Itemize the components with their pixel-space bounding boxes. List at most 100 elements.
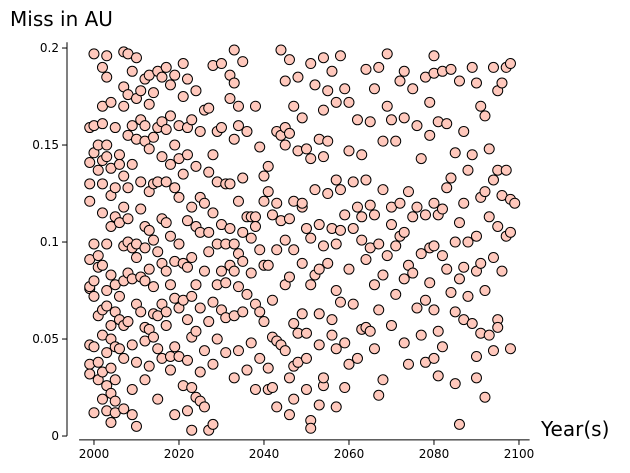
point	[300, 222, 312, 234]
point	[177, 91, 189, 103]
point	[398, 65, 410, 77]
point	[181, 261, 193, 273]
point	[186, 252, 198, 264]
point	[479, 110, 491, 122]
point	[453, 273, 465, 285]
point	[305, 232, 317, 244]
point	[237, 226, 249, 238]
point	[275, 44, 287, 56]
point	[368, 83, 380, 95]
point	[190, 279, 202, 291]
point	[173, 191, 185, 203]
point	[96, 393, 108, 405]
point	[470, 77, 482, 89]
point	[424, 96, 436, 108]
point	[470, 372, 482, 384]
point	[245, 337, 257, 349]
point	[169, 182, 181, 194]
point	[84, 195, 96, 207]
point	[453, 217, 465, 229]
point	[479, 186, 491, 198]
point	[296, 308, 308, 320]
point	[160, 265, 172, 277]
point	[164, 110, 176, 122]
point	[198, 345, 210, 357]
point	[305, 279, 317, 291]
point	[173, 238, 185, 250]
point	[164, 364, 176, 376]
point	[96, 118, 108, 130]
point	[186, 424, 198, 436]
x-axis-label: Year(s)	[540, 417, 609, 441]
point	[424, 277, 436, 289]
point	[398, 273, 410, 285]
point	[249, 383, 261, 395]
point	[487, 345, 499, 357]
x-tick-label: 2100	[504, 447, 535, 461]
point	[118, 352, 130, 364]
point	[143, 263, 155, 275]
point	[101, 71, 113, 83]
point	[147, 331, 159, 343]
point	[330, 174, 342, 186]
point	[334, 296, 346, 308]
point	[339, 209, 351, 221]
point	[109, 374, 121, 386]
point	[237, 56, 249, 68]
point	[398, 337, 410, 349]
point	[373, 238, 385, 250]
point	[101, 285, 113, 297]
point	[364, 325, 376, 337]
point	[300, 352, 312, 364]
point	[156, 71, 168, 83]
point	[309, 79, 321, 91]
point	[194, 125, 206, 137]
point	[139, 120, 151, 132]
point	[300, 143, 312, 155]
point	[258, 316, 270, 328]
point	[203, 166, 215, 178]
point	[381, 250, 393, 262]
point	[118, 100, 130, 112]
point	[203, 316, 215, 328]
point	[198, 401, 210, 413]
point	[88, 275, 100, 287]
point	[207, 358, 219, 370]
point	[377, 184, 389, 196]
point	[105, 416, 117, 428]
point	[449, 236, 461, 248]
point	[96, 178, 108, 190]
point	[190, 160, 202, 172]
point	[381, 48, 393, 60]
point	[402, 358, 414, 370]
point	[283, 54, 295, 66]
point	[279, 345, 291, 357]
point	[330, 285, 342, 297]
point	[492, 221, 504, 232]
point	[300, 383, 312, 395]
point	[381, 100, 393, 112]
point	[143, 143, 155, 155]
point	[88, 290, 100, 302]
point	[470, 230, 482, 242]
point	[84, 156, 96, 168]
point	[351, 114, 363, 126]
point	[118, 170, 130, 182]
point	[487, 252, 499, 264]
point	[351, 352, 363, 364]
point	[436, 250, 448, 262]
point	[194, 302, 206, 314]
point	[407, 211, 419, 223]
x-tick-label: 2080	[419, 447, 450, 461]
point	[305, 58, 317, 70]
point	[487, 174, 499, 186]
point	[160, 319, 172, 331]
point	[487, 61, 499, 73]
point	[135, 176, 147, 188]
point	[194, 366, 206, 378]
point	[160, 306, 172, 318]
point	[203, 246, 215, 258]
point	[113, 158, 125, 170]
point	[343, 358, 355, 370]
y-tick-label: 0.05	[32, 332, 59, 346]
